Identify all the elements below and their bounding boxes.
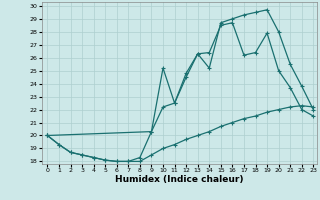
X-axis label: Humidex (Indice chaleur): Humidex (Indice chaleur): [115, 175, 244, 184]
